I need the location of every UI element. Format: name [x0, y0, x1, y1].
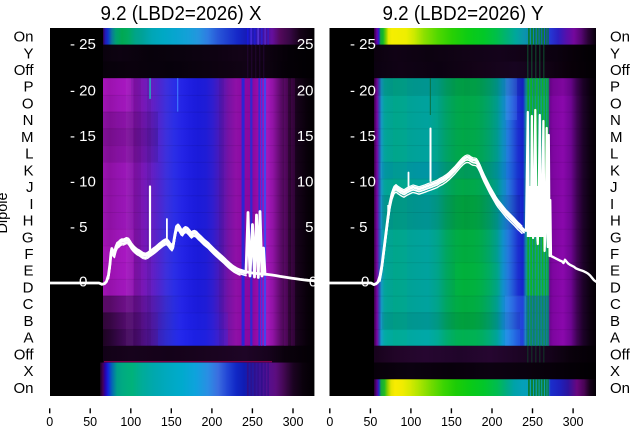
- svg-text:- 20: - 20: [70, 82, 96, 99]
- svg-text:50: 50: [363, 415, 377, 429]
- svg-text:300: 300: [283, 415, 304, 429]
- svg-text:Y: Y: [23, 45, 33, 62]
- svg-text:K: K: [610, 162, 620, 179]
- svg-text:On: On: [610, 380, 630, 397]
- svg-text:200: 200: [201, 415, 222, 429]
- svg-text:- 5: - 5: [350, 219, 368, 236]
- svg-text:0: 0: [46, 415, 53, 429]
- svg-text:15: 15: [297, 128, 314, 145]
- svg-text:0: 0: [79, 274, 87, 291]
- svg-text:O: O: [610, 96, 622, 113]
- svg-text:B: B: [23, 313, 33, 330]
- svg-text:25: 25: [297, 36, 314, 53]
- svg-text:J: J: [610, 179, 618, 196]
- svg-text:A: A: [23, 330, 33, 347]
- svg-text:L: L: [610, 146, 618, 163]
- svg-text:9.2 (LBD2=2026) X: 9.2 (LBD2=2026) X: [101, 2, 262, 25]
- svg-text:- 10: - 10: [350, 173, 376, 190]
- svg-text:M: M: [21, 129, 34, 146]
- svg-text:100: 100: [120, 415, 141, 429]
- svg-text:On: On: [610, 29, 630, 46]
- svg-text:J: J: [26, 179, 34, 196]
- svg-text:250: 250: [242, 415, 263, 429]
- svg-text:0: 0: [326, 415, 333, 429]
- svg-text:10: 10: [297, 173, 314, 190]
- svg-text:- 10: - 10: [70, 173, 96, 190]
- svg-text:N: N: [610, 112, 621, 129]
- svg-text:M: M: [610, 129, 623, 146]
- svg-text:150: 150: [441, 415, 462, 429]
- svg-text:0: 0: [309, 274, 317, 291]
- svg-text:F: F: [610, 246, 619, 263]
- svg-text:F: F: [24, 246, 33, 263]
- svg-text:Off: Off: [14, 346, 35, 363]
- svg-text:D: D: [23, 280, 34, 297]
- svg-text:E: E: [610, 263, 620, 280]
- svg-text:K: K: [23, 162, 33, 179]
- svg-text:- 20: - 20: [350, 82, 376, 99]
- svg-text:N: N: [23, 112, 34, 129]
- svg-text:P: P: [610, 79, 620, 96]
- svg-text:P: P: [23, 79, 33, 96]
- svg-text:C: C: [23, 296, 34, 313]
- svg-text:9.2 (LBD2=2026) Y: 9.2 (LBD2=2026) Y: [383, 2, 544, 25]
- svg-text:On: On: [13, 380, 33, 397]
- svg-text:Y: Y: [610, 45, 620, 62]
- svg-text:O: O: [22, 96, 34, 113]
- svg-text:Off: Off: [610, 62, 631, 79]
- svg-text:G: G: [610, 229, 622, 246]
- svg-text:150: 150: [161, 415, 182, 429]
- svg-text:Off: Off: [14, 62, 35, 79]
- svg-text:H: H: [610, 213, 621, 230]
- svg-text:300: 300: [563, 415, 584, 429]
- svg-text:Off: Off: [610, 346, 631, 363]
- svg-text:C: C: [610, 296, 621, 313]
- svg-text:- 15: - 15: [70, 128, 96, 145]
- svg-text:0: 0: [361, 274, 369, 291]
- svg-text:E: E: [23, 263, 33, 280]
- svg-text:B: B: [610, 313, 620, 330]
- svg-text:- 5: - 5: [70, 219, 88, 236]
- svg-text:- 25: - 25: [70, 36, 96, 53]
- svg-text:A: A: [610, 330, 620, 347]
- svg-text:5: 5: [305, 219, 313, 236]
- svg-text:D: D: [610, 280, 621, 297]
- svg-text:50: 50: [83, 415, 97, 429]
- svg-text:G: G: [22, 229, 34, 246]
- svg-text:X: X: [610, 363, 620, 380]
- svg-text:I: I: [610, 196, 614, 213]
- svg-text:- 25: - 25: [350, 36, 376, 53]
- svg-text:X: X: [23, 363, 33, 380]
- svg-text:200: 200: [482, 415, 503, 429]
- svg-text:250: 250: [522, 415, 543, 429]
- svg-text:100: 100: [400, 415, 421, 429]
- svg-text:- 15: - 15: [350, 128, 376, 145]
- svg-text:I: I: [29, 196, 33, 213]
- svg-text:H: H: [23, 213, 34, 230]
- svg-text:Dipole: Dipole: [0, 192, 11, 233]
- svg-text:20: 20: [297, 82, 314, 99]
- svg-text:On: On: [13, 29, 33, 46]
- svg-text:L: L: [25, 146, 33, 163]
